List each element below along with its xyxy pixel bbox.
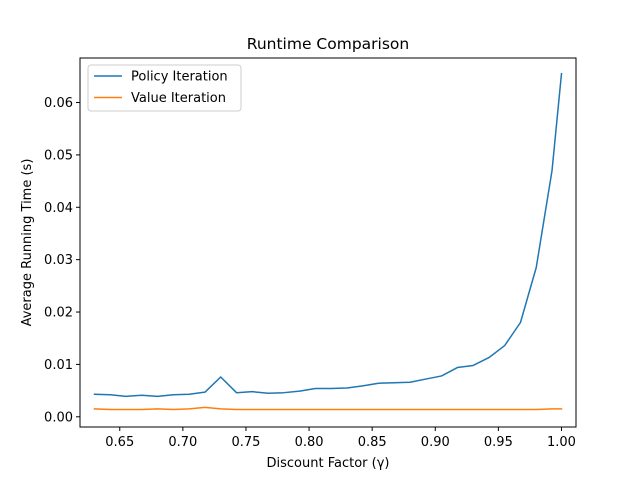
x-tick-label: 0.85: [358, 435, 387, 450]
x-tick-label: 0.80: [295, 435, 324, 450]
x-tick-label: 0.65: [105, 435, 134, 450]
y-axis: 0.00 0.01 0.02 0.03 0.04 0.05 0.06: [44, 96, 80, 425]
x-tick-label: 1.00: [547, 435, 576, 450]
x-tick-label: 0.95: [484, 435, 513, 450]
y-tick-label: 0.03: [44, 253, 73, 268]
x-tick-label: 0.70: [168, 435, 197, 450]
y-tick-label: 0.04: [44, 201, 73, 216]
legend-box: [87, 64, 242, 112]
y-tick-label: 0.06: [44, 96, 73, 111]
y-axis-label: Average Running Time (s): [20, 159, 35, 327]
x-axis-label: Discount Factor (γ): [267, 456, 390, 471]
plot-frame: [79, 57, 577, 428]
y-tick-label: 0.01: [44, 358, 73, 373]
y-tick-label: 0.02: [44, 306, 73, 321]
legend: Policy Iteration Value Iteration: [87, 64, 242, 112]
y-tick-label: 0.00: [44, 410, 73, 425]
legend-label: Value Iteration: [131, 91, 226, 106]
chart-title: Runtime Comparison: [247, 35, 409, 53]
legend-label: Policy Iteration: [131, 70, 228, 85]
x-axis: 0.65 0.70 0.75 0.80 0.85 0.90 0.95 1.00: [105, 427, 576, 450]
series-line-value-iteration: [93, 406, 563, 411]
series-layer: [93, 72, 563, 411]
x-tick-label: 0.90: [421, 435, 450, 450]
y-tick-label: 0.05: [44, 148, 73, 163]
series-line-policy-iteration: [93, 72, 563, 398]
x-tick-label: 0.75: [231, 435, 260, 450]
